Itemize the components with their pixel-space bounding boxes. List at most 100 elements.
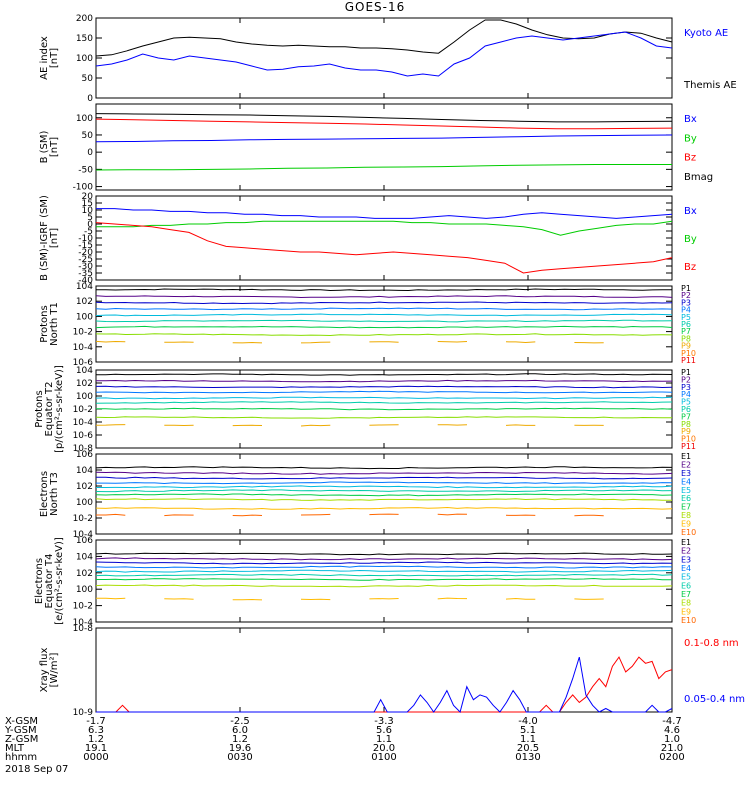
series-line-p1 [95, 288, 673, 292]
series-line-p9 [369, 424, 399, 426]
y-axis-label: Equator T4 [44, 554, 55, 609]
series-line-p9 [300, 424, 331, 427]
legend-label-e9: E9 [681, 520, 691, 529]
xaxis-value: 5.6 [376, 725, 392, 736]
y-tick-label: 102 [76, 482, 93, 492]
y-tick-label: 0 [87, 220, 93, 230]
legend-label: By [684, 234, 697, 245]
y-tick-label: 50 [82, 131, 94, 141]
series-line-p4 [95, 390, 673, 394]
series-line-p4 [95, 307, 673, 311]
legend-label: Bx [684, 114, 697, 125]
y-tick-label: 10-4 [73, 343, 94, 353]
legend-label-p5: P5 [681, 313, 691, 322]
series-line-0-05-0-4-nm [96, 656, 673, 713]
xaxis-value: 1.1 [520, 734, 536, 745]
y-tick-label: 0 [87, 148, 93, 158]
y-axis-label: [nT] [49, 137, 60, 157]
y-tick-label: 10-6 [73, 358, 94, 368]
xaxis-value: 20.5 [517, 743, 539, 754]
series-line-e1 [95, 466, 673, 470]
legend-label-e5: E5 [681, 573, 691, 582]
legend-label: Bz [684, 153, 696, 164]
series-line-e9 [164, 598, 194, 600]
legend-label-p10: P10 [681, 435, 696, 444]
legend-label-p9: P9 [681, 342, 691, 351]
series-line-p9 [95, 340, 126, 343]
xaxis-row-label: X-GSM [5, 716, 38, 727]
legend-label-p4: P4 [681, 306, 691, 315]
series-line-p7 [96, 407, 673, 411]
y-tick-label: 104 [76, 552, 93, 562]
series-line-0-1-0-8-nm [96, 656, 673, 713]
xaxis-value: -3.3 [374, 716, 394, 727]
series-line-e6 [95, 489, 673, 493]
panel-frame-xray [95, 627, 673, 713]
series-line-p8 [95, 333, 673, 337]
y-tick-label: 10-2 [73, 328, 93, 338]
panel-frame-electrons_t4 [95, 539, 673, 623]
legend-label-e4: E4 [681, 477, 691, 486]
series-line-p2 [96, 379, 673, 383]
y-tick-label: 102 [76, 297, 93, 307]
series-line-p9 [505, 424, 536, 426]
series-line-p3 [95, 385, 673, 389]
series-line-themis-ae [95, 19, 673, 57]
legend-label-p2: P2 [681, 291, 691, 300]
series-line-e2 [95, 471, 673, 475]
series-line-p1 [95, 373, 673, 376]
series-line-e7 [96, 577, 673, 581]
date-label: 2018 Sep 07 [5, 764, 68, 775]
y-axis-label: North T3 [49, 472, 60, 516]
series-line-p5 [95, 396, 673, 400]
series-line-e10 [300, 513, 331, 516]
xaxis-value: 19.1 [85, 743, 107, 754]
y-tick-label: -15 [78, 241, 93, 251]
xaxis-value: -4.7 [662, 716, 682, 727]
legend-label-e7: E7 [681, 503, 691, 512]
y-tick-label: 10-6 [73, 431, 94, 441]
y-axis-label: [nT] [49, 48, 60, 68]
series-line-e6 [95, 573, 673, 577]
legend-label: 0.05-0.4 nm [684, 694, 745, 705]
legend-label-e6: E6 [681, 494, 691, 503]
legend-label-p11: P11 [681, 442, 696, 451]
xaxis-row-label: Y-GSM [4, 725, 37, 736]
y-axis-label: [nT] [49, 228, 60, 248]
series-line-by [96, 220, 673, 236]
series-line-e10 [437, 513, 468, 516]
y-axis-label: Equator T2 [44, 382, 55, 437]
series-line-kyoto-ae [95, 31, 673, 77]
y-tick-label: 200 [76, 14, 93, 24]
legend-label-p7: P7 [681, 327, 691, 336]
legend-label-p7: P7 [681, 412, 691, 421]
series-line-e10 [164, 514, 194, 517]
legend-label-p6: P6 [681, 405, 691, 414]
legend-label-e3: E3 [681, 555, 691, 564]
panel-frame-protons_t1 [95, 285, 673, 363]
legend-label: 0.1-0.8 nm [684, 638, 739, 649]
xaxis-value: -1.7 [86, 716, 106, 727]
y-tick-label: 10-8 [73, 444, 94, 454]
series-line-e7 [95, 493, 673, 497]
xaxis-value: 19.6 [229, 743, 251, 754]
y-tick-label: 100 [76, 114, 93, 124]
y-tick-label: 10-4 [73, 618, 94, 628]
series-line-e5 [95, 569, 673, 573]
series-line-p2 [95, 295, 673, 299]
y-tick-label: 20 [82, 192, 94, 202]
legend-label-p8: P8 [681, 334, 691, 343]
y-tick-label: 100 [76, 54, 93, 64]
series-line-e4 [95, 565, 673, 569]
xaxis-row-label: MLT [5, 743, 25, 754]
y-tick-label: 150 [76, 34, 93, 44]
y-axis-label: North T1 [49, 302, 60, 346]
legend-label-p2: P2 [681, 375, 691, 384]
figure-title: GOES-16 [344, 0, 406, 14]
legend-label-p9: P9 [681, 427, 691, 436]
legend-label: Bz [684, 262, 696, 273]
y-tick-label: 10-2 [73, 514, 93, 524]
y-tick-label: 50 [82, 74, 94, 84]
series-line-e9 [437, 597, 468, 600]
series-line-e9 [574, 598, 604, 600]
